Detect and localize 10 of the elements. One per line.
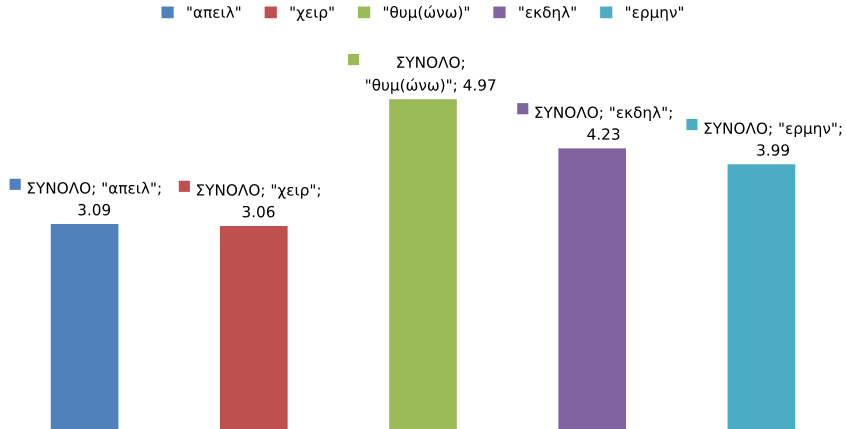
- legend-label: "εκδηλ": [519, 6, 576, 21]
- legend-label: "θυμ(ώνω)": [384, 5, 469, 21]
- data-label: ΣΥΝΟΛΟ; "θυμ(ώνω)"; 4.97: [366, 56, 496, 94]
- legend-label: "χειρ": [290, 6, 334, 21]
- data-label: ΣΥΝΟΛΟ; "απειλ"; 3.09: [28, 182, 160, 216]
- legend-label: "ερμην": [626, 6, 684, 21]
- data-label: ΣΥΝΟΛΟ; "εκδηλ"; 4.23: [535, 106, 672, 140]
- legend-label: "απειλ": [187, 6, 240, 18]
- data-label: ΣΥΝΟΛΟ; "ερμην"; 3.99: [704, 122, 842, 156]
- data-label: ΣΥΝΟΛΟ; "χειρ"; 3.06: [196, 184, 320, 218]
